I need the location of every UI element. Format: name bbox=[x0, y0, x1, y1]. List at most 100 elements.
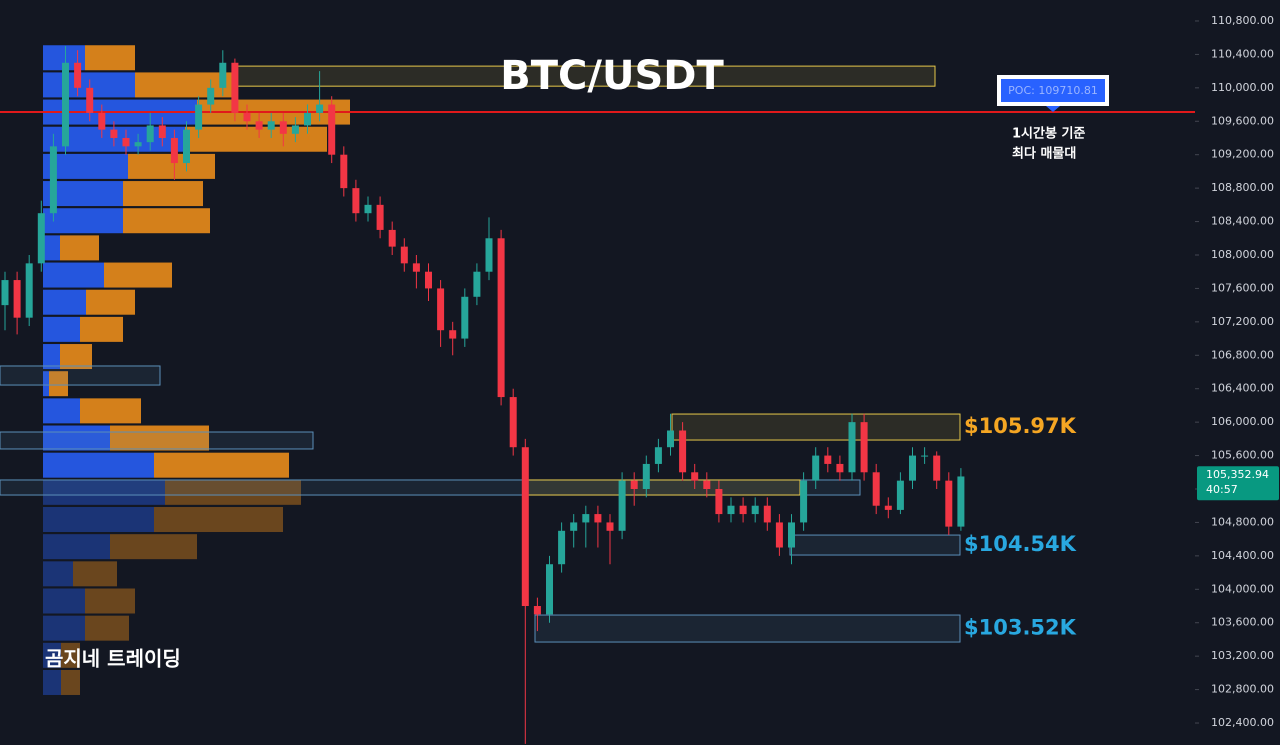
candle-body bbox=[364, 204, 372, 214]
candle-body bbox=[546, 564, 553, 615]
countdown: 40:57 bbox=[1206, 483, 1238, 496]
y-tick-label: 108,400.00 bbox=[1211, 215, 1274, 228]
profile-sell bbox=[135, 72, 232, 98]
profile-buy bbox=[43, 371, 49, 397]
candle-body bbox=[437, 288, 445, 331]
candle-body bbox=[497, 238, 505, 398]
profile-sell bbox=[185, 126, 327, 152]
candle-body bbox=[170, 137, 178, 164]
profile-buy bbox=[43, 153, 128, 179]
candle-body bbox=[739, 505, 747, 515]
candle-body bbox=[304, 112, 311, 126]
candle-body bbox=[945, 480, 953, 527]
plot: $105.97K $104.54K $103.52K bbox=[0, 45, 1195, 744]
candle-body bbox=[49, 146, 57, 214]
profile-sell bbox=[60, 344, 92, 370]
profile-buy bbox=[43, 398, 80, 424]
profile-buy bbox=[43, 235, 60, 261]
poc-note: 1시간봉 기준 bbox=[1012, 126, 1085, 142]
candle-body bbox=[219, 62, 227, 88]
poc-tag: POC: 109710.81 bbox=[997, 75, 1109, 112]
profile-sell bbox=[73, 561, 117, 587]
profile-buy bbox=[43, 262, 104, 288]
candle-body bbox=[183, 129, 190, 164]
candle-body bbox=[255, 121, 263, 130]
profile-sell bbox=[85, 45, 135, 71]
candle-body bbox=[957, 476, 965, 527]
profile-sell bbox=[154, 507, 283, 533]
poc-label: POC: 109710.81 bbox=[1008, 84, 1098, 97]
candle-body bbox=[146, 125, 154, 143]
profile-sell bbox=[154, 452, 289, 478]
profile-sell bbox=[104, 262, 172, 288]
candle-body bbox=[727, 505, 735, 515]
candle-body bbox=[618, 480, 626, 531]
candle-body bbox=[872, 472, 880, 506]
profile-buy bbox=[43, 289, 86, 315]
profile-buy bbox=[43, 344, 60, 370]
candle-body bbox=[763, 505, 771, 523]
profile-buy bbox=[43, 507, 154, 533]
candle-body bbox=[352, 188, 360, 214]
profile-sell bbox=[85, 615, 129, 641]
zone bbox=[0, 365, 161, 386]
profile-buy bbox=[43, 561, 73, 587]
y-tick-label: 109,600.00 bbox=[1211, 114, 1274, 127]
candle-body bbox=[860, 422, 868, 473]
profile-buy bbox=[43, 425, 110, 451]
candle-body bbox=[291, 125, 299, 134]
profile-sell bbox=[110, 425, 209, 451]
profile-sell bbox=[60, 235, 99, 261]
candle-body bbox=[243, 112, 251, 122]
candle-body bbox=[909, 455, 916, 481]
candle-body bbox=[812, 455, 820, 481]
y-tick-label: 109,200.00 bbox=[1211, 148, 1274, 161]
y-tick-label: 107,600.00 bbox=[1211, 281, 1274, 294]
profile-buy bbox=[43, 588, 85, 614]
candle-body bbox=[606, 522, 614, 531]
candle-body bbox=[340, 154, 348, 189]
candle-body bbox=[558, 530, 566, 565]
zone bbox=[789, 534, 961, 556]
profile-buy bbox=[43, 669, 61, 695]
candle-body bbox=[800, 480, 808, 523]
candle-body bbox=[848, 422, 856, 473]
candle-body bbox=[667, 430, 674, 448]
candle-body bbox=[654, 447, 662, 464]
candle-body bbox=[195, 104, 203, 130]
candle-body bbox=[594, 514, 602, 523]
last-price-label: 105,352.94 bbox=[1206, 468, 1269, 481]
zone-label: $104.54K bbox=[964, 532, 1077, 556]
candle-body bbox=[279, 121, 287, 134]
candle-body bbox=[98, 112, 106, 130]
candle-body bbox=[86, 87, 94, 113]
profile-sell bbox=[123, 181, 203, 207]
candle-body bbox=[37, 213, 45, 264]
profile-sell bbox=[61, 669, 80, 695]
candle-body bbox=[122, 137, 130, 147]
candle-body bbox=[788, 522, 795, 548]
candle-body bbox=[400, 246, 408, 264]
candle-body bbox=[231, 62, 239, 113]
candle-body bbox=[824, 455, 832, 464]
profile-buy bbox=[43, 479, 165, 505]
candle-body bbox=[110, 129, 118, 138]
y-tick-label: 103,200.00 bbox=[1211, 649, 1274, 662]
y-tick-label: 107,200.00 bbox=[1211, 315, 1274, 328]
candle-body bbox=[328, 104, 336, 155]
candle-body bbox=[703, 480, 711, 490]
y-tick-label: 104,000.00 bbox=[1211, 582, 1274, 595]
profile-buy bbox=[43, 452, 154, 478]
candle-body bbox=[691, 472, 699, 481]
candle-body bbox=[134, 142, 142, 147]
candle-body bbox=[267, 121, 275, 130]
zone-label: $103.52K bbox=[964, 616, 1077, 640]
watermark: 곰지네 트레이딩 bbox=[45, 647, 181, 671]
y-tick-label: 104,800.00 bbox=[1211, 515, 1274, 528]
candle-body bbox=[13, 280, 21, 318]
candle-body bbox=[388, 229, 396, 247]
candle-body bbox=[62, 62, 69, 147]
zone bbox=[671, 413, 961, 441]
candle-body bbox=[509, 397, 517, 448]
y-tick-label: 105,600.00 bbox=[1211, 449, 1274, 462]
